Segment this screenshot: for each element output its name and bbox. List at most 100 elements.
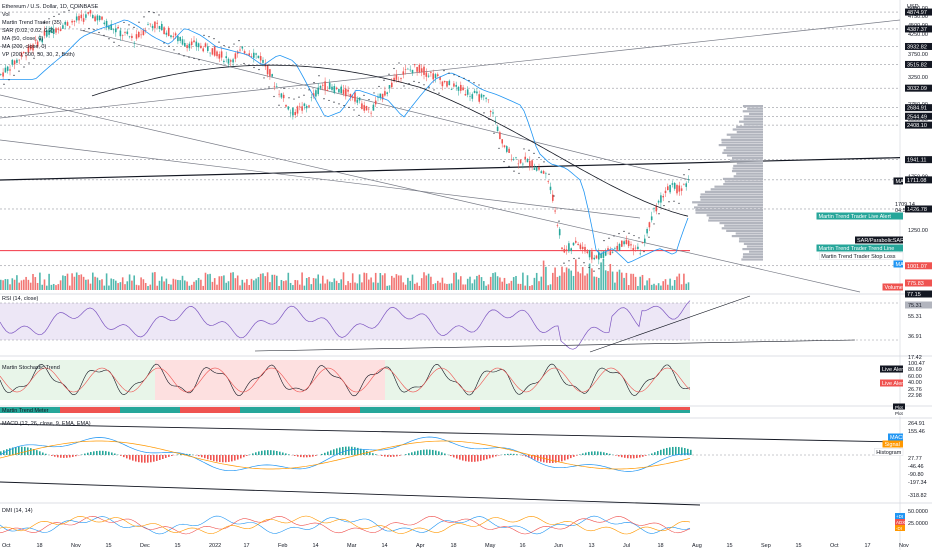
volume-bar bbox=[345, 285, 347, 290]
meter-cell bbox=[228, 410, 234, 413]
macd-hist-bar bbox=[279, 452, 281, 455]
profile-bar bbox=[734, 175, 763, 177]
candle-body bbox=[637, 247, 639, 249]
volume-bar bbox=[113, 279, 115, 290]
volume-bar bbox=[495, 272, 497, 290]
macd-hist-bar bbox=[168, 455, 170, 457]
volume-bar bbox=[304, 286, 306, 290]
sar-dot bbox=[143, 16, 144, 17]
sar-dot bbox=[428, 86, 429, 87]
volume-bar bbox=[508, 283, 510, 290]
meter-cell bbox=[294, 407, 300, 410]
meter-cell bbox=[552, 407, 558, 410]
macd-hist-bar bbox=[456, 455, 458, 459]
sar-dot bbox=[593, 271, 594, 272]
candle-body bbox=[345, 89, 347, 97]
sar-dot bbox=[348, 107, 349, 108]
candle-body bbox=[409, 70, 411, 71]
volume-bar bbox=[669, 279, 671, 290]
volume-bar bbox=[403, 282, 405, 290]
macd-hist-bar bbox=[477, 455, 479, 461]
candle-body bbox=[92, 15, 94, 18]
volume-bar bbox=[573, 276, 575, 290]
meter-cell bbox=[582, 410, 588, 413]
macd-hist-bar bbox=[507, 454, 509, 455]
meter-cell bbox=[576, 410, 582, 413]
macd-hist-bar bbox=[21, 447, 23, 455]
meter-cell bbox=[282, 410, 288, 413]
candle-body bbox=[642, 243, 644, 244]
volume-bar bbox=[368, 280, 370, 290]
sar-dot bbox=[668, 201, 669, 202]
meter-cell bbox=[654, 407, 660, 410]
sar-dot bbox=[288, 97, 289, 98]
volume-bar bbox=[543, 261, 545, 290]
meter-cell bbox=[96, 407, 102, 410]
volume-bar bbox=[359, 274, 361, 290]
meter-cell bbox=[396, 407, 402, 410]
meter-cell bbox=[252, 410, 258, 413]
indicator-vol: Vol bbox=[2, 12, 10, 18]
macd-hist-bar bbox=[675, 447, 677, 455]
macd-hist-bar bbox=[459, 455, 461, 460]
sar-dot bbox=[93, 29, 94, 30]
macd-hist-bar bbox=[609, 454, 611, 455]
sar-dot bbox=[553, 195, 554, 196]
volume-bar bbox=[472, 283, 474, 290]
macd-hist-bar bbox=[633, 455, 635, 458]
candle-body bbox=[150, 24, 152, 25]
candle-body bbox=[267, 65, 269, 74]
candle-body bbox=[221, 51, 223, 57]
volume-bar bbox=[336, 281, 338, 290]
sar-dot bbox=[328, 100, 329, 101]
volume-bar bbox=[189, 286, 191, 290]
volume-bar bbox=[566, 267, 568, 290]
meter-cell bbox=[234, 410, 240, 413]
volume-bar bbox=[74, 277, 76, 290]
candle-body bbox=[612, 252, 614, 253]
volume-bar bbox=[53, 284, 55, 290]
macd-hist-bar bbox=[591, 452, 593, 455]
volume-bar bbox=[191, 285, 193, 290]
meter-cell bbox=[306, 410, 312, 413]
meter-cell bbox=[198, 407, 204, 410]
meter-cell bbox=[324, 410, 330, 413]
meter-cell bbox=[84, 407, 90, 410]
macd-hist-bar bbox=[615, 455, 617, 456]
meter-cell bbox=[228, 407, 234, 410]
profile-bar bbox=[727, 154, 763, 156]
volume-bar bbox=[138, 285, 140, 290]
volume-bar bbox=[580, 273, 582, 290]
macd-hist-bar bbox=[255, 452, 257, 455]
level-tag-label: 2684.91 bbox=[907, 106, 927, 112]
profile-bar bbox=[744, 123, 763, 125]
level-tag-label: 4387.37 bbox=[907, 27, 927, 33]
volume-bar bbox=[246, 279, 248, 290]
candle-body bbox=[455, 85, 457, 87]
macd-hist-bar bbox=[51, 455, 53, 456]
candle-body bbox=[311, 97, 313, 98]
volume-bar bbox=[633, 274, 635, 290]
sar-dot bbox=[128, 24, 129, 25]
meter-cell bbox=[564, 407, 570, 410]
macd-hist-bar bbox=[594, 451, 596, 455]
time-tick: Apr bbox=[416, 543, 425, 549]
sar-dot bbox=[523, 148, 524, 149]
macd-hist-bar bbox=[36, 450, 38, 455]
macd-tag-label: MACD bbox=[890, 435, 906, 441]
meter-cell bbox=[378, 407, 384, 410]
macd-hist-bar bbox=[420, 450, 422, 455]
volume-bar bbox=[460, 276, 462, 290]
candle-body bbox=[288, 106, 290, 109]
sar-dot bbox=[63, 11, 64, 12]
macd-hist-bar bbox=[474, 455, 476, 462]
meter-cell bbox=[540, 410, 546, 413]
sar-dot bbox=[673, 201, 674, 202]
candle-body bbox=[205, 43, 207, 46]
sar-dot bbox=[358, 115, 359, 116]
candle-body bbox=[386, 92, 388, 93]
candle-body bbox=[437, 74, 439, 76]
meter-cell bbox=[402, 407, 408, 410]
volume-bar bbox=[453, 273, 455, 290]
